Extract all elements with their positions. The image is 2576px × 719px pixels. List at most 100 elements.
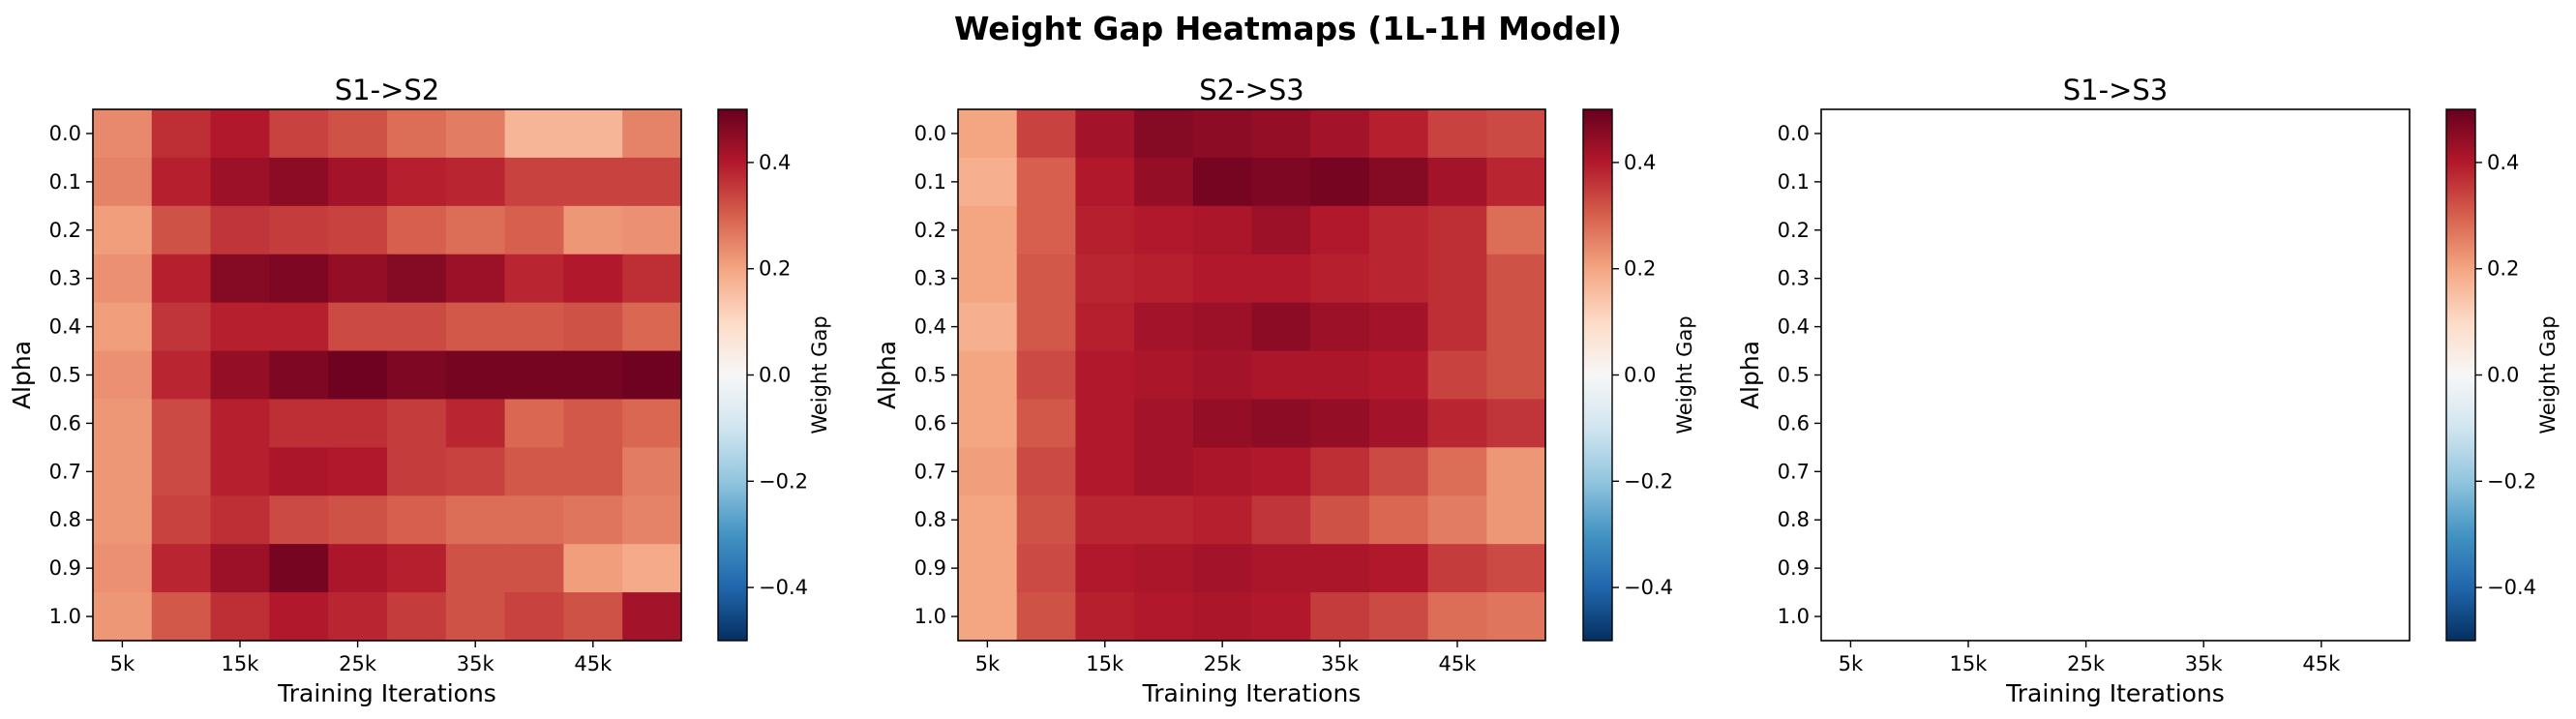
panel-title: S1->S2 [335,74,439,106]
heatmap-cell [210,205,270,255]
heatmap-cell [504,350,564,401]
colorbar-tick-label: −0.2 [1624,469,1673,493]
heatmap-cell [958,350,1018,401]
y-axis-label: Alpha [8,341,36,409]
heatmap-cell [269,157,329,207]
heatmap-cell [563,205,623,255]
heatmap-cell [93,350,153,401]
heatmap-cell [1134,399,1194,448]
heatmap-cell [1486,544,1546,593]
heatmap-cell [328,544,388,593]
heatmap-cell [1134,302,1194,352]
heatmap-cell [151,447,212,496]
heatmap-cell [1486,254,1546,304]
colorbar-tick-label: −0.4 [1624,576,1673,599]
heatmap-cell [563,254,623,304]
axes-frame [1820,108,2411,642]
x-tick-label: 45k [2302,652,2341,675]
heatmap-cell [328,592,388,642]
heatmap-cell [1192,544,1253,593]
heatmap-cell [1016,109,1076,159]
heatmap-cell [1075,544,1135,593]
colorbar-tick-label: 0.2 [2487,257,2519,281]
heatmap-cell [1251,350,1311,401]
heatmap-cell [1427,447,1487,496]
y-tick-label: 0.8 [1778,508,1810,531]
heatmap-cell [1134,495,1194,545]
heatmap-cell [1134,350,1194,401]
heatmap-cell [151,109,212,159]
heatmap-cell [1016,447,1076,496]
x-tick-label: 25k [1204,652,1243,675]
heatmap-cell [1192,302,1253,352]
heatmap-cell [445,495,506,545]
heatmap-cell [1427,592,1487,642]
heatmap-cell [1134,447,1194,496]
heatmap-cell [1192,350,1253,401]
heatmap-cell [1368,205,1429,255]
heatmap-cell [387,157,447,207]
heatmap-cell [622,205,682,255]
heatmap-cell [958,109,1018,159]
heatmap-cell [1134,205,1194,255]
heatmap-cell [622,302,682,352]
heatmap-cell [622,495,682,545]
heatmap-cell [1016,544,1076,593]
x-tick-label: 45k [1439,652,1478,675]
heatmap-cell [387,447,447,496]
heatmap-cell [151,544,212,593]
y-tick-label: 0.1 [914,170,946,194]
y-tick-label: 0.7 [914,460,946,483]
heatmap-cell [269,399,329,448]
heatmap-cell [563,109,623,159]
y-tick-label: 0.6 [914,411,946,434]
heatmap-cell [1427,544,1487,593]
x-tick-label: 5k [1839,652,1864,675]
heatmap-cell [445,254,506,304]
heatmap-cell [328,109,388,159]
x-axis-label: Training Iterations [2005,679,2225,707]
heatmap-cell [210,157,270,207]
y-tick-label: 0.7 [49,460,81,483]
y-tick-label: 0.2 [49,219,81,242]
colorbar-tick-label: −0.2 [2487,469,2536,493]
heatmap-cell [1075,302,1135,352]
heatmap-cell [445,157,506,207]
heatmap-cell [504,544,564,593]
heatmap-cell [445,205,506,255]
panel-title: S1->S3 [2063,74,2168,106]
heatmap-cell [328,447,388,496]
colorbar-tick-label: −0.2 [759,469,808,493]
heatmap-cell [958,399,1018,448]
colorbar-label: Weight Gap [808,315,831,434]
x-tick-label: 5k [975,652,1001,675]
heatmap-cell [622,109,682,159]
heatmap-cell [93,399,153,448]
heatmap-cell [504,495,564,545]
heatmap-cell [387,592,447,642]
heatmap-cell [1075,157,1135,207]
heatmap-cell [1016,254,1076,304]
heatmap-cell [387,544,447,593]
heatmap-cell [622,399,682,448]
heatmap-cell [504,109,564,159]
heatmap-cell [328,205,388,255]
heatmap-cell [210,350,270,401]
x-tick-label: 15k [1950,652,1989,675]
x-tick-label: 35k [1321,652,1360,675]
heatmap-cell [1192,109,1253,159]
heatmap-panel-3: S1->S3 0.0 0.1 0.2 0.3 0.4 0.5 0.6 0.7 0.8 0.9 1.0 5… [1736,74,2560,707]
heatmap-cell [1134,544,1194,593]
heatmap-cell [387,399,447,448]
heatmap-cell [387,495,447,545]
colorbar-tick-label: 0.0 [1624,364,1656,387]
y-tick-label: 0.0 [1778,122,1810,145]
x-tick-label: 25k [339,652,377,675]
heatmap-cell [210,447,270,496]
colorbar-tick-label: −0.4 [2487,576,2536,599]
heatmap-cell [269,447,329,496]
colorbar-label: Weight Gap [2536,315,2560,434]
y-tick-label: 1.0 [914,605,946,628]
heatmap-cell [210,544,270,593]
y-tick-label: 0.0 [914,122,946,145]
